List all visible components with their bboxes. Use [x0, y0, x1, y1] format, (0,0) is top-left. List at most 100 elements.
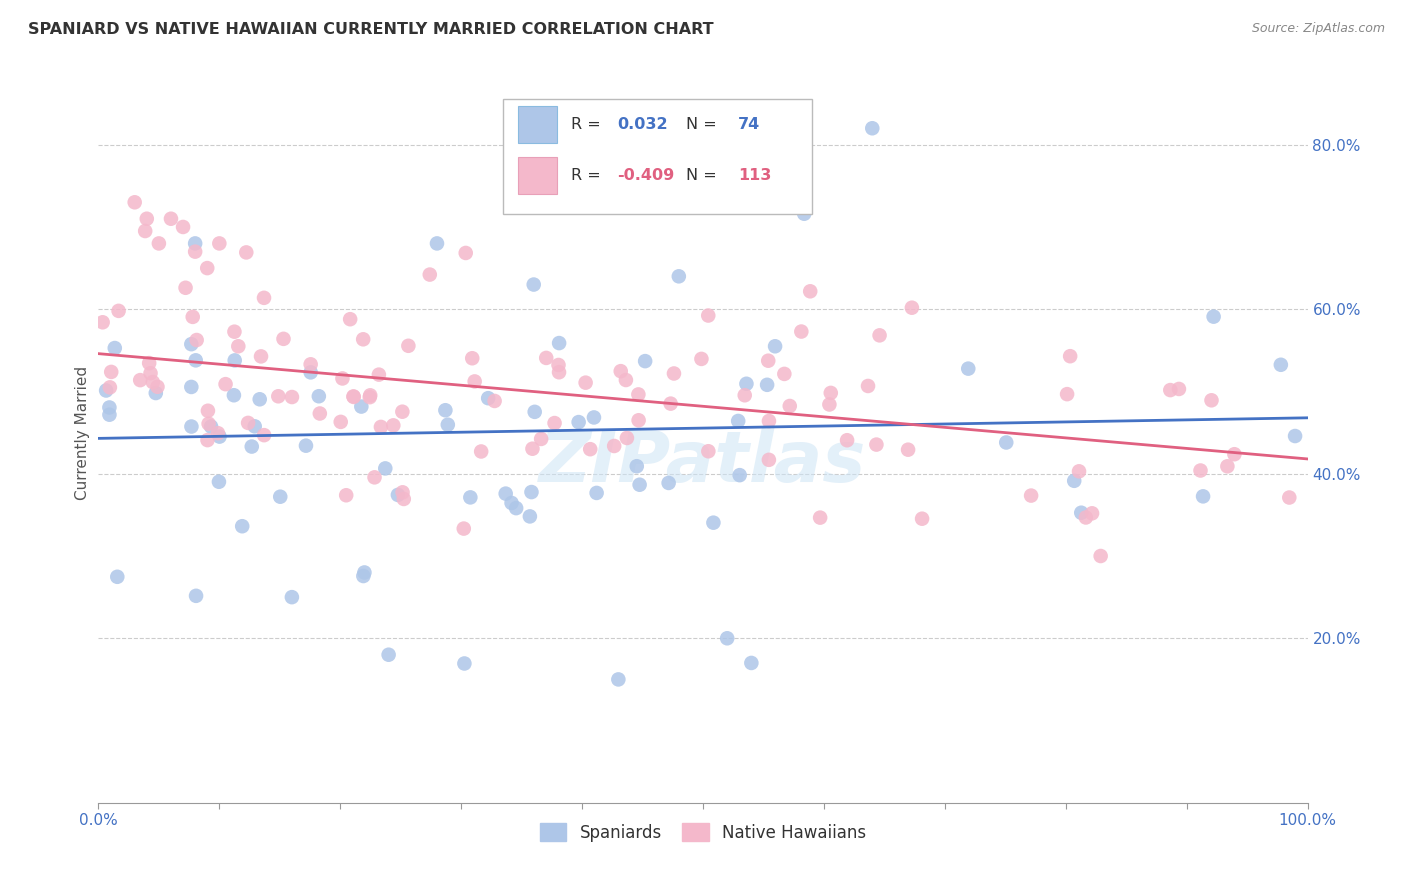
Point — [186, 333, 208, 347]
Point — [957, 361, 980, 376]
Point — [690, 351, 713, 366]
Point — [668, 269, 690, 284]
Point — [367, 368, 389, 382]
Point — [1081, 506, 1104, 520]
Point — [180, 419, 202, 434]
Text: 0.032: 0.032 — [617, 117, 668, 132]
Point — [1074, 510, 1097, 524]
Point — [520, 485, 543, 500]
Point — [352, 569, 374, 583]
Point — [145, 386, 167, 401]
Point — [94, 384, 117, 398]
Point — [1090, 549, 1112, 563]
Point — [138, 356, 160, 370]
Point — [222, 388, 245, 402]
Point — [382, 418, 405, 433]
Point — [626, 459, 648, 474]
Text: ZIPatlas: ZIPatlas — [540, 428, 866, 497]
Text: N =: N = — [686, 168, 721, 183]
Point — [135, 211, 157, 226]
Point — [856, 379, 879, 393]
Point — [530, 432, 553, 446]
Point — [253, 291, 276, 305]
Point — [460, 491, 482, 505]
Point — [419, 268, 441, 282]
Point — [197, 433, 219, 447]
Point — [1201, 393, 1223, 408]
Point — [224, 325, 246, 339]
Point — [477, 391, 499, 405]
Point — [756, 377, 779, 392]
Point — [548, 336, 571, 351]
Point — [269, 490, 291, 504]
Point — [779, 399, 801, 413]
Point — [180, 337, 202, 351]
Point — [662, 367, 685, 381]
Point — [235, 245, 257, 260]
Point — [370, 420, 392, 434]
Point — [818, 397, 841, 411]
Point — [763, 339, 786, 353]
Point — [548, 365, 571, 379]
Y-axis label: Currently Married: Currently Married — [75, 366, 90, 500]
Point — [134, 224, 156, 238]
Point — [735, 376, 758, 391]
Point — [129, 373, 152, 387]
Point — [391, 485, 413, 500]
Point — [1019, 489, 1042, 503]
Point — [281, 590, 304, 604]
Point — [523, 405, 546, 419]
Point — [197, 403, 219, 417]
Point — [1067, 464, 1090, 478]
Point — [295, 439, 318, 453]
Point — [308, 389, 330, 403]
Point — [396, 339, 419, 353]
Point — [582, 410, 605, 425]
Text: N =: N = — [686, 117, 721, 132]
Point — [616, 431, 638, 445]
Point — [139, 366, 162, 380]
Point — [995, 435, 1018, 450]
Point — [180, 380, 202, 394]
Point — [464, 375, 486, 389]
Point — [339, 312, 361, 326]
Point — [793, 207, 815, 221]
Legend: Spaniards, Native Hawaiians: Spaniards, Native Hawaiians — [531, 815, 875, 850]
Point — [568, 415, 591, 429]
Point — [697, 309, 720, 323]
Point — [335, 488, 357, 502]
Point — [142, 375, 165, 389]
Point — [91, 315, 114, 329]
Point — [146, 380, 169, 394]
Point — [374, 461, 396, 475]
Point — [1202, 310, 1225, 324]
Point — [1189, 463, 1212, 477]
Point — [628, 477, 651, 491]
Bar — [517, 106, 557, 143]
Point — [184, 236, 207, 251]
Point — [392, 491, 415, 506]
Point — [329, 415, 352, 429]
Point — [377, 648, 399, 662]
Point — [575, 376, 598, 390]
Point — [585, 486, 607, 500]
Point — [484, 393, 506, 408]
Point — [453, 657, 475, 671]
Point — [184, 353, 207, 368]
Point — [231, 519, 253, 533]
Point — [353, 566, 375, 580]
Point — [607, 673, 630, 687]
Point — [343, 390, 366, 404]
Point — [579, 442, 602, 457]
Point — [98, 401, 121, 415]
Point — [470, 444, 492, 458]
Point — [174, 281, 197, 295]
Point — [614, 373, 637, 387]
Point — [236, 416, 259, 430]
Point — [865, 437, 887, 451]
Point — [208, 429, 231, 443]
Point — [363, 470, 385, 484]
Point — [869, 328, 891, 343]
Point — [208, 475, 231, 489]
Bar — [517, 156, 557, 194]
